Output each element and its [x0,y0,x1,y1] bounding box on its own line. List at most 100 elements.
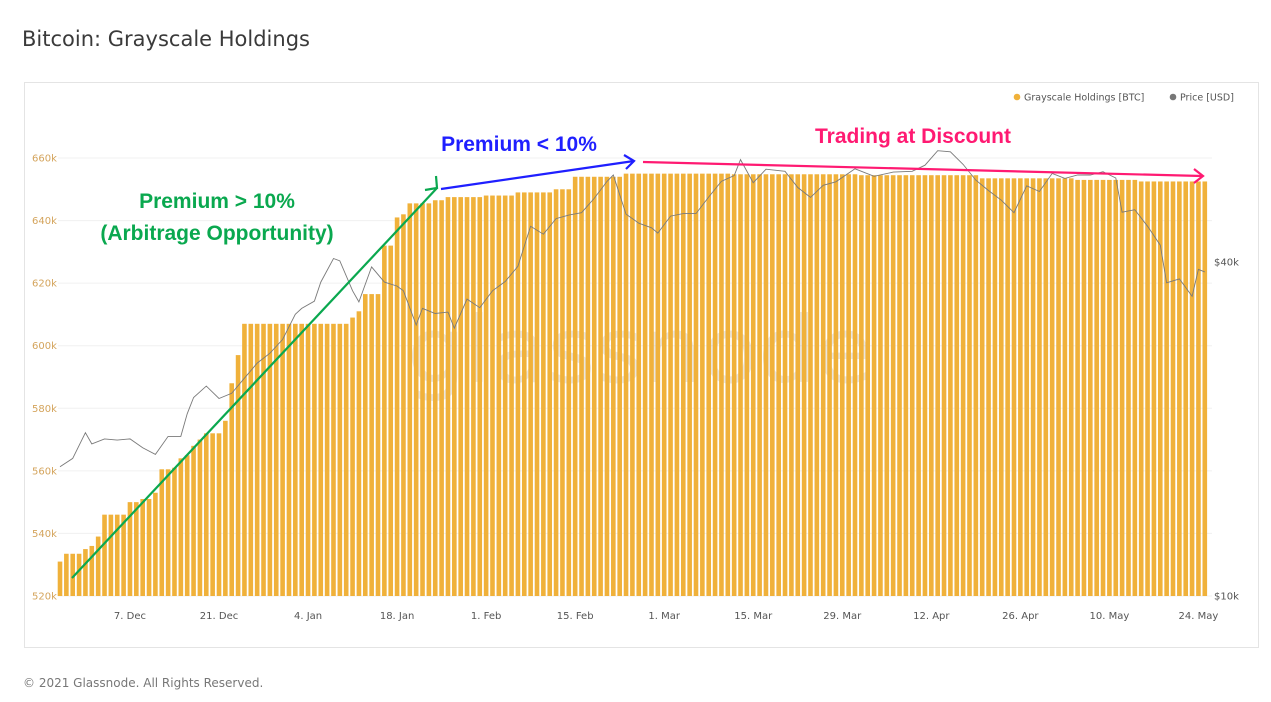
legend[interactable]: Grayscale Holdings [BTC] Price [USD] [1013,93,1234,104]
x-tick-label: 7. Dec [114,611,146,622]
holdings-bar [509,195,514,597]
holdings-bar [795,174,801,597]
holdings-bar [1157,181,1163,596]
holdings-bar [706,173,712,596]
x-tick-label: 12. Apr [913,611,950,622]
holdings-bar [941,175,947,596]
y-tick-label: 520k [32,592,57,603]
price-line [59,150,1205,468]
holdings-bar [865,175,871,596]
holdings-bar [299,323,304,596]
x-tick-label: 4. Jan [294,611,322,622]
holdings-bar [903,175,909,596]
holdings-bar [1196,181,1201,596]
holdings-bar [356,311,362,596]
holdings-bar [884,175,890,596]
holdings-bar [935,175,940,596]
holdings-bar [83,549,88,596]
chart-frame [24,82,1259,648]
holdings-bar [979,178,985,597]
holdings-bars [57,173,1208,597]
y-tick-label: 660k [32,154,57,165]
holdings-bar [827,174,832,597]
holdings-bar [108,514,114,596]
holdings-bar [172,467,177,596]
holdings-bar [362,294,368,596]
holdings-bar [1202,181,1208,596]
holdings-bar [1119,179,1125,596]
holdings-bar [871,175,877,596]
holdings-bar [146,499,152,596]
holdings-bar [1081,179,1087,596]
holdings-bar [1088,179,1093,596]
annotation-discount: Trading at Discount [815,125,1011,148]
holdings-bar [153,492,158,596]
holdings-bar [318,323,324,596]
left-axis: 520k 540k 560k 580k 600k 620k 640k 660k [32,154,57,603]
holdings-bar [496,195,502,597]
holdings-bar [1056,178,1061,597]
holdings-bar [598,176,603,596]
legend-price[interactable]: Price [USD] [1180,93,1234,104]
holdings-bar [674,173,680,596]
footer-copyright: © 2021 Glassnode. All Rights Reserved. [23,676,264,690]
holdings-bar [547,192,553,596]
blue-arrowhead [623,154,636,170]
holdings-bar [140,499,145,596]
holdings-bar [579,176,584,596]
holdings-bar [394,217,400,596]
legend-dot-holdings [1013,93,1021,101]
holdings-bar [757,174,762,597]
holdings-bar [1113,179,1119,596]
page-title: Bitcoin: Grayscale Holdings [22,27,310,51]
holdings-bar [375,294,381,596]
holdings-bar [668,173,673,596]
holdings-bar [680,173,686,596]
right-tick-label: $40k [1214,258,1239,269]
holdings-bar [1094,179,1099,596]
holdings-bar [413,203,419,596]
holdings-bar [102,514,107,596]
holdings-bar [280,323,285,596]
holdings-bar [324,323,330,596]
holdings-bar [929,175,934,596]
holdings-bar [331,323,336,596]
holdings-bar [254,323,260,596]
y-tick-label: 540k [32,529,57,540]
holdings-bar [719,173,724,596]
holdings-bar [1049,178,1055,597]
x-tick-label: 21. Dec [200,611,238,622]
holdings-bar [846,174,851,597]
holdings-bar [1011,178,1017,597]
holdings-bar [286,323,292,596]
x-tick-label: 24. May [1179,611,1219,622]
x-tick-label: 26. Apr [1002,611,1039,622]
holdings-bar [1151,181,1157,596]
annotation-arbitrage: (Arbitrage Opportunity) [100,222,333,245]
holdings-bar [515,192,521,596]
holdings-bar [572,176,578,596]
holdings-bar [1145,181,1150,596]
holdings-bar [967,175,972,596]
holdings-bar [1107,179,1112,596]
holdings-bar [770,174,775,597]
holdings-bar [738,174,743,597]
holdings-bar [1177,181,1182,596]
holdings-bar [693,173,699,596]
holdings-bar [445,197,451,596]
holdings-bar [528,192,533,596]
holdings-bar [541,192,546,596]
annotation-premium-low: Premium < 10% [441,133,597,156]
legend-holdings[interactable]: Grayscale Holdings [BTC] [1024,93,1144,104]
holdings-bar [388,245,394,596]
holdings-bar [1037,178,1042,597]
y-tick-label: 620k [32,279,57,290]
holdings-bar [642,173,648,596]
holdings-bar [973,175,979,596]
holdings-bar [57,561,63,596]
holdings-bar [452,197,457,596]
holdings-bar [477,197,483,596]
annotation-premium-high: Premium > 10% [139,190,295,213]
holdings-bar [1030,178,1036,597]
